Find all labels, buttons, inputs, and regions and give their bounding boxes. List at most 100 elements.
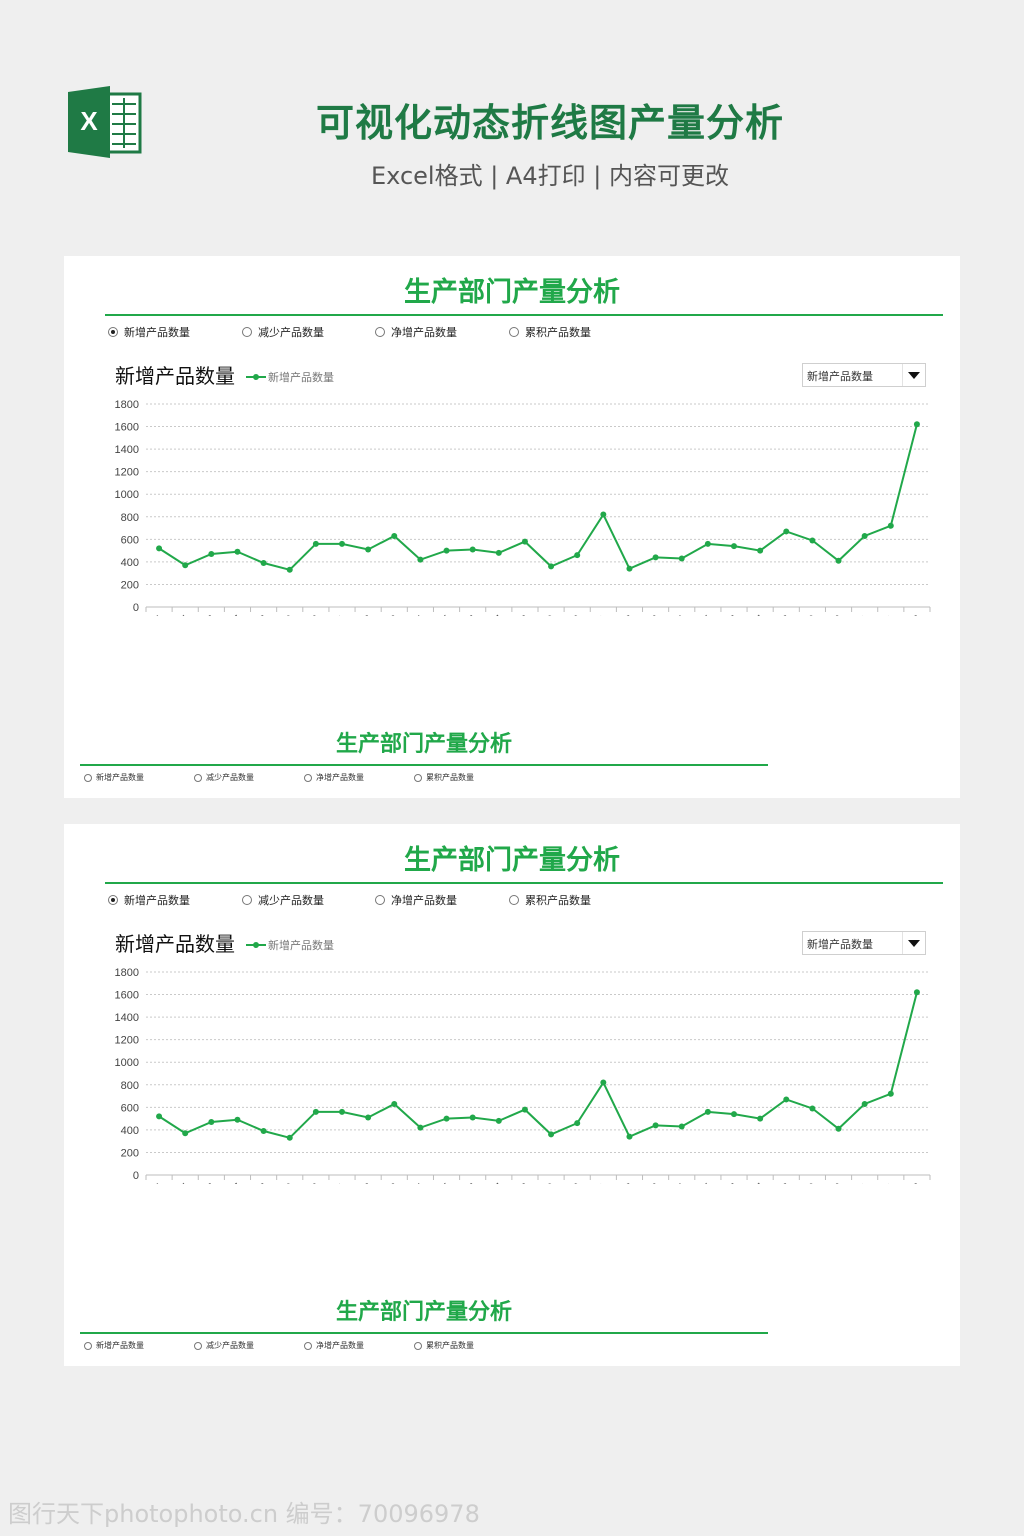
data-point xyxy=(156,1113,163,1120)
legend-line-icon xyxy=(246,370,266,384)
legend-label: 新增产品数量 xyxy=(268,371,334,384)
x-tick-label: 20XX/7/8 xyxy=(233,613,270,616)
data-point xyxy=(757,1115,764,1122)
radio-option-cumulative[interactable]: 累积产品数量 xyxy=(509,892,591,908)
x-tick-label: 20XX/7/8 xyxy=(233,1181,270,1184)
y-tick-label: 1600 xyxy=(115,422,139,434)
line-chart: 0 200 400 600 800 1000 1200 1400 1600 1800 20XX/7/… xyxy=(115,967,931,1184)
radio-unchecked-icon xyxy=(375,895,385,905)
data-point xyxy=(234,548,241,555)
metric-dropdown[interactable]: 新增产品数量 xyxy=(802,363,926,387)
data-point xyxy=(574,552,581,559)
data-point xyxy=(365,546,372,553)
data-point xyxy=(835,557,842,564)
data-point xyxy=(548,1131,555,1138)
panel-title: 生产部门产量分析 xyxy=(404,277,620,308)
title-divider xyxy=(105,882,943,884)
data-point xyxy=(704,1108,711,1115)
data-point xyxy=(731,1111,737,1118)
data-point xyxy=(182,562,189,569)
preview-title: 生产部门产量分析 xyxy=(335,732,512,757)
y-tick-label: 200 xyxy=(121,1147,139,1159)
data-point xyxy=(678,1123,685,1130)
metric-dropdown[interactable]: 新增产品数量 xyxy=(802,931,926,955)
y-tick-label: 1600 xyxy=(115,990,139,1002)
x-tick-label: 20XX/7/9 xyxy=(259,613,296,616)
preview-divider xyxy=(80,764,768,766)
radio-icon xyxy=(194,773,202,782)
y-tick-label: 600 xyxy=(121,534,139,546)
data-point xyxy=(835,1125,842,1132)
preview-title: 生产部门产量分析 xyxy=(335,1300,512,1325)
y-tick-label: 1800 xyxy=(115,967,139,979)
data-point xyxy=(548,563,555,570)
data-point xyxy=(260,1128,267,1135)
radio-unchecked-icon xyxy=(242,895,252,905)
data-point xyxy=(495,1117,502,1124)
data-point xyxy=(574,1120,581,1127)
radio-icon xyxy=(84,1341,92,1350)
data-point xyxy=(783,1096,790,1103)
data-point xyxy=(182,1130,189,1137)
radio-option-new[interactable]: 新增产品数量 xyxy=(108,324,190,340)
radio-option-cumulative[interactable]: 累积产品数量 xyxy=(509,324,591,340)
data-point xyxy=(913,421,920,428)
radio-icon xyxy=(194,1341,202,1350)
excel-logo-icon: X xyxy=(66,86,144,158)
chevron-down-icon[interactable] xyxy=(902,932,925,954)
data-point xyxy=(495,549,502,556)
data-point xyxy=(731,543,737,550)
report-panel-2: 生产部门产量分析 新增产品数量 减少产品数量 净增产品数量 累积产品数量 新增产… xyxy=(64,824,960,1366)
x-tick-label: 20XX/7/5 xyxy=(154,613,191,616)
radio-checked-icon xyxy=(108,895,118,905)
radio-option-decrease[interactable]: 减少产品数量 xyxy=(242,892,324,908)
data-point xyxy=(365,1114,372,1121)
preview-radio-item: 减少产品数量 xyxy=(194,1340,254,1351)
data-point xyxy=(600,511,607,518)
data-point xyxy=(861,532,868,539)
x-tick-label: 20XX/8/1 xyxy=(860,1181,897,1184)
x-tick-label: 20XX/8/1 xyxy=(860,613,897,616)
radio-unchecked-icon xyxy=(509,327,519,337)
data-point xyxy=(652,554,659,561)
data-point xyxy=(521,1106,528,1113)
series-line xyxy=(158,992,918,1139)
radio-icon xyxy=(414,1341,422,1350)
data-point xyxy=(339,1108,345,1115)
legend-label: 新增产品数量 xyxy=(268,939,334,952)
legend-line-icon xyxy=(246,938,266,952)
radio-icon xyxy=(304,773,312,782)
dropdown-value: 新增产品数量 xyxy=(807,938,873,951)
radio-option-net[interactable]: 净增产品数量 xyxy=(375,892,457,908)
x-tick-label: 20XX/7/5 xyxy=(154,1181,191,1184)
data-point xyxy=(757,547,764,554)
preview-radio-item: 净增产品数量 xyxy=(304,1340,364,1351)
y-tick-label: 200 xyxy=(121,579,139,591)
preview-radio-item: 净增产品数量 xyxy=(304,772,364,783)
chart-title: 新增产品数量 xyxy=(115,932,235,956)
data-point xyxy=(286,566,293,573)
x-tick-label: 20XX/7/7 xyxy=(207,613,244,616)
y-tick-label: 1400 xyxy=(115,444,139,456)
chart-legend: 新增产品数量 xyxy=(246,369,334,384)
chart-legend: 新增产品数量 xyxy=(246,937,334,952)
data-point xyxy=(809,537,816,544)
chevron-down-icon[interactable] xyxy=(902,364,925,386)
radio-option-decrease[interactable]: 减少产品数量 xyxy=(242,324,324,340)
data-point xyxy=(887,1090,894,1097)
y-tick-label: 0 xyxy=(133,1170,139,1182)
data-point xyxy=(339,540,345,547)
series-line xyxy=(158,424,918,571)
radio-checked-icon xyxy=(108,327,118,337)
data-point xyxy=(861,1100,868,1107)
radio-icon xyxy=(304,1341,312,1350)
x-tick-label: 20XX/8/2 xyxy=(886,613,923,616)
data-point xyxy=(469,1114,476,1121)
radio-option-new[interactable]: 新增产品数量 xyxy=(108,892,190,908)
radio-option-net[interactable]: 净增产品数量 xyxy=(375,324,457,340)
radio-icon xyxy=(84,773,92,782)
x-tick-label: 20XX/8/2 xyxy=(886,1181,923,1184)
data-point xyxy=(391,532,398,539)
y-tick-label: 400 xyxy=(121,1125,139,1137)
data-point xyxy=(417,1124,424,1131)
